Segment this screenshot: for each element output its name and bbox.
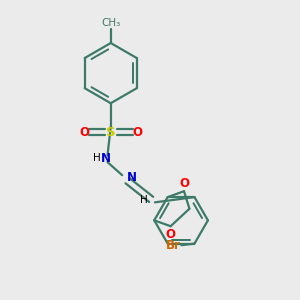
Text: CH₃: CH₃: [101, 18, 120, 28]
Text: O: O: [166, 228, 176, 241]
Text: N: N: [126, 171, 136, 184]
Text: O: O: [132, 125, 142, 139]
Text: S: S: [106, 125, 116, 139]
Text: N: N: [101, 152, 111, 165]
Text: H: H: [93, 152, 101, 163]
Text: O: O: [80, 125, 90, 139]
Text: H: H: [140, 195, 148, 205]
Text: Br: Br: [166, 239, 181, 252]
Text: O: O: [179, 177, 189, 190]
